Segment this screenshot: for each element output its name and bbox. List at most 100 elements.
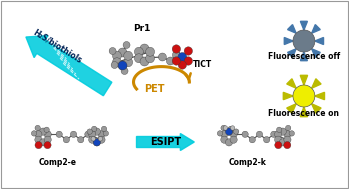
Circle shape <box>225 128 232 135</box>
Circle shape <box>89 131 96 138</box>
Circle shape <box>223 126 228 130</box>
Polygon shape <box>312 79 321 88</box>
Polygon shape <box>287 104 296 113</box>
Circle shape <box>111 61 118 68</box>
Circle shape <box>63 136 70 143</box>
Circle shape <box>286 125 291 131</box>
Text: TICT: TICT <box>193 60 212 69</box>
Circle shape <box>140 44 149 53</box>
Circle shape <box>230 136 237 143</box>
Circle shape <box>56 131 62 137</box>
Polygon shape <box>300 52 307 61</box>
Circle shape <box>178 61 187 69</box>
Circle shape <box>230 131 237 138</box>
Polygon shape <box>315 37 323 45</box>
Circle shape <box>221 131 228 138</box>
Circle shape <box>134 47 144 56</box>
Circle shape <box>44 136 51 143</box>
Circle shape <box>184 47 192 55</box>
Circle shape <box>40 128 47 135</box>
Polygon shape <box>287 79 296 88</box>
Polygon shape <box>300 75 308 85</box>
Circle shape <box>284 142 291 149</box>
Circle shape <box>172 57 181 65</box>
Circle shape <box>233 129 239 134</box>
Polygon shape <box>300 21 307 30</box>
Polygon shape <box>312 49 320 57</box>
Circle shape <box>264 136 270 143</box>
Circle shape <box>93 139 100 146</box>
Polygon shape <box>312 104 321 113</box>
Circle shape <box>91 126 97 132</box>
Circle shape <box>140 57 149 66</box>
Circle shape <box>166 57 174 65</box>
Circle shape <box>78 136 84 143</box>
Circle shape <box>279 128 286 135</box>
Polygon shape <box>288 49 296 57</box>
Circle shape <box>274 136 282 143</box>
Circle shape <box>118 61 127 70</box>
Circle shape <box>121 67 128 74</box>
Circle shape <box>123 42 130 49</box>
Circle shape <box>85 131 91 137</box>
Circle shape <box>93 139 100 146</box>
Polygon shape <box>312 25 320 33</box>
Circle shape <box>221 125 226 131</box>
Circle shape <box>35 131 42 138</box>
Circle shape <box>230 126 235 130</box>
Circle shape <box>93 128 100 135</box>
Text: H₂S/biothiols: H₂S/biothiols <box>32 28 84 65</box>
Circle shape <box>256 131 262 137</box>
Circle shape <box>172 45 181 53</box>
Circle shape <box>89 136 96 143</box>
Circle shape <box>293 30 315 52</box>
Circle shape <box>124 58 133 67</box>
Circle shape <box>35 136 42 143</box>
Circle shape <box>70 131 77 137</box>
Circle shape <box>271 131 277 137</box>
Circle shape <box>274 131 282 138</box>
Circle shape <box>242 131 248 137</box>
Circle shape <box>98 136 103 141</box>
Circle shape <box>184 57 192 65</box>
Circle shape <box>124 51 133 60</box>
Circle shape <box>289 131 294 136</box>
Circle shape <box>279 139 286 146</box>
Circle shape <box>35 125 40 131</box>
Circle shape <box>44 131 51 138</box>
FancyArrow shape <box>26 36 112 96</box>
Circle shape <box>87 129 92 134</box>
Circle shape <box>109 47 116 54</box>
Circle shape <box>103 131 108 136</box>
Polygon shape <box>300 107 308 117</box>
Polygon shape <box>315 92 324 100</box>
Circle shape <box>112 51 121 60</box>
Circle shape <box>98 131 105 138</box>
Text: Fluorescence off: Fluorescence off <box>268 52 340 61</box>
Circle shape <box>276 127 282 132</box>
Circle shape <box>134 54 144 63</box>
Circle shape <box>275 142 282 149</box>
Circle shape <box>225 139 232 146</box>
Circle shape <box>102 126 107 132</box>
Circle shape <box>35 142 42 149</box>
Circle shape <box>225 128 232 135</box>
Circle shape <box>173 51 180 59</box>
Circle shape <box>249 136 256 143</box>
Circle shape <box>146 47 155 56</box>
Circle shape <box>159 53 166 61</box>
Circle shape <box>284 136 291 143</box>
Circle shape <box>228 126 233 132</box>
Circle shape <box>44 142 51 149</box>
FancyArrow shape <box>136 133 194 150</box>
Circle shape <box>217 131 223 136</box>
Circle shape <box>178 53 187 61</box>
Text: Fluorescence on: Fluorescence on <box>268 109 340 118</box>
Polygon shape <box>288 25 296 33</box>
Circle shape <box>44 127 49 132</box>
Polygon shape <box>284 37 293 45</box>
Circle shape <box>221 136 228 143</box>
Text: PET: PET <box>144 84 165 94</box>
Circle shape <box>118 61 127 70</box>
Circle shape <box>98 136 105 143</box>
